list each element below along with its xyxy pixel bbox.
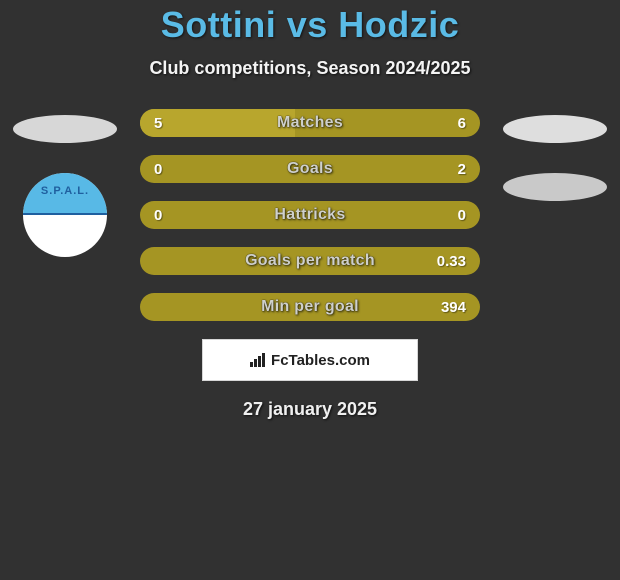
club-badge-text: S.P.A.L.	[23, 185, 107, 197]
player-photo-placeholder-right	[503, 115, 607, 143]
page-title: Sottini vs Hodzic	[161, 4, 460, 46]
page-subtitle: Club competitions, Season 2024/2025	[149, 58, 470, 79]
stat-label: Goals	[140, 160, 480, 178]
stat-bar-matches: 5 Matches 6	[140, 109, 480, 137]
stat-bar-hattricks: 0 Hattricks 0	[140, 201, 480, 229]
stat-label: Hattricks	[140, 206, 480, 224]
bar-chart-icon	[250, 353, 265, 367]
watermark-text: FcTables.com	[271, 352, 370, 369]
comparison-infographic: Sottini vs Hodzic Club competitions, Sea…	[0, 0, 620, 580]
left-column: S.P.A.L.	[10, 109, 120, 321]
stats-bars: 5 Matches 6 0 Goals 2 0 Hattricks 0 Goal…	[140, 109, 480, 321]
stat-label: Matches	[140, 114, 480, 132]
stat-bar-min-per-goal: Min per goal 394	[140, 293, 480, 321]
club-badge-spal: S.P.A.L.	[23, 173, 107, 257]
stat-bar-goals-per-match: Goals per match 0.33	[140, 247, 480, 275]
stat-label: Goals per match	[140, 252, 480, 270]
player-photo-placeholder-left	[13, 115, 117, 143]
date-label: 27 january 2025	[243, 399, 377, 420]
club-logo-placeholder-right	[503, 173, 607, 201]
right-column	[500, 109, 610, 321]
watermark-box: FcTables.com	[202, 339, 418, 381]
stat-label: Min per goal	[140, 298, 480, 316]
stat-bar-goals: 0 Goals 2	[140, 155, 480, 183]
content-row: S.P.A.L. 5 Matches 6 0 Goals 2 0 Hattric…	[0, 109, 620, 321]
